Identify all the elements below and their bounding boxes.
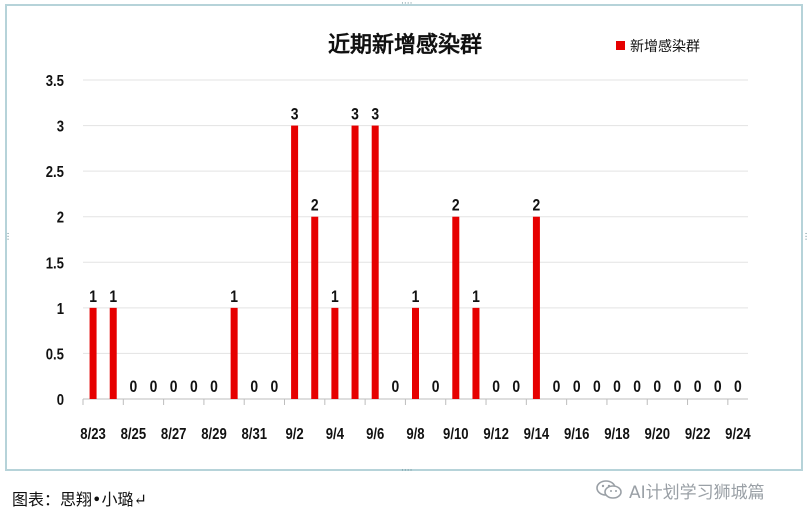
x-tick-label: 8/25 xyxy=(121,426,147,443)
resize-handle-left[interactable]: ··· xyxy=(2,232,12,241)
data-label: 1 xyxy=(412,288,420,307)
data-label: 0 xyxy=(694,378,702,397)
data-label: 2 xyxy=(452,196,460,215)
data-label: 0 xyxy=(391,378,399,397)
x-tick-label: 9/20 xyxy=(645,426,671,443)
x-tick-label: 9/4 xyxy=(326,426,345,443)
data-label: 1 xyxy=(472,288,480,307)
bar xyxy=(371,125,379,400)
x-tick-label: 9/14 xyxy=(524,426,550,443)
y-tick-label: 3 xyxy=(57,118,64,135)
x-tick-label: 9/8 xyxy=(406,426,424,443)
data-label: 0 xyxy=(653,378,661,397)
y-tick-label: 1.5 xyxy=(46,255,64,272)
y-tick-label: 0 xyxy=(57,392,64,409)
y-tick-label: 2 xyxy=(57,210,64,227)
data-label: 2 xyxy=(311,196,319,215)
x-tick-label: 9/18 xyxy=(604,426,630,443)
bar xyxy=(109,307,117,399)
wechat-icon xyxy=(596,480,622,499)
data-label: 0 xyxy=(432,378,440,397)
x-tick-label: 9/2 xyxy=(285,426,303,443)
chart-frame xyxy=(5,4,803,471)
data-label: 0 xyxy=(492,378,500,397)
data-label: 3 xyxy=(291,105,299,124)
data-label: 0 xyxy=(271,378,279,397)
data-label: 0 xyxy=(170,378,178,397)
bar xyxy=(331,307,339,399)
y-tick-label: 1 xyxy=(57,301,64,318)
bar xyxy=(412,307,419,399)
bar xyxy=(89,307,97,399)
x-tick-label: 8/29 xyxy=(201,426,227,443)
resize-handle-top[interactable]: ···· xyxy=(401,0,413,9)
x-tick-label: 8/23 xyxy=(80,426,106,443)
x-tick-label: 9/16 xyxy=(564,426,590,443)
legend-label: 新增感染群 xyxy=(630,38,700,55)
data-label: 0 xyxy=(250,378,258,397)
data-label: 3 xyxy=(351,105,359,124)
watermark-text: AI计划学习狮城篇 xyxy=(629,482,765,503)
bar xyxy=(291,125,299,400)
x-tick-label: 9/6 xyxy=(366,426,384,443)
y-tick-label: 3.5 xyxy=(46,73,64,90)
watermark: AI计划学习狮城篇 xyxy=(595,478,765,503)
data-label: 1 xyxy=(109,288,117,307)
y-tick-label: 0.5 xyxy=(46,346,64,363)
bar xyxy=(230,307,238,399)
data-label: 0 xyxy=(512,378,520,397)
data-label: 1 xyxy=(89,288,97,307)
data-label: 2 xyxy=(533,196,541,215)
data-label: 0 xyxy=(674,378,682,397)
data-label: 3 xyxy=(371,105,379,124)
data-label: 0 xyxy=(593,378,601,397)
x-tick-label: 9/12 xyxy=(483,426,509,443)
data-label: 0 xyxy=(613,378,621,397)
data-label: 0 xyxy=(190,378,198,397)
resize-handle-right[interactable]: ··· xyxy=(800,232,810,241)
legend-swatch xyxy=(616,41,625,50)
data-label: 0 xyxy=(633,378,641,397)
bar xyxy=(351,125,359,400)
resize-handle-bottom[interactable]: ···· xyxy=(401,466,413,476)
data-label: 0 xyxy=(210,378,218,397)
x-tick-label: 8/31 xyxy=(242,426,268,443)
bar xyxy=(532,216,540,399)
data-label: 0 xyxy=(734,378,742,397)
x-tick-label: 9/10 xyxy=(443,426,469,443)
figure-caption: 图表：思翔•小璐↵ xyxy=(12,490,147,509)
bar xyxy=(452,216,460,399)
data-label: 1 xyxy=(230,288,238,307)
bar xyxy=(311,216,319,399)
data-label: 0 xyxy=(130,378,138,397)
data-label: 0 xyxy=(553,378,561,397)
x-tick-label: 8/27 xyxy=(161,426,187,443)
x-tick-label: 9/22 xyxy=(685,426,711,443)
bar xyxy=(472,307,480,399)
data-label: 0 xyxy=(573,378,581,397)
y-tick-label: 2.5 xyxy=(46,164,64,181)
chart-title: 近期新增感染群 xyxy=(328,32,482,58)
data-label: 1 xyxy=(331,288,339,307)
x-tick-label: 9/24 xyxy=(725,426,751,443)
data-label: 0 xyxy=(150,378,158,397)
data-label: 0 xyxy=(714,378,722,397)
